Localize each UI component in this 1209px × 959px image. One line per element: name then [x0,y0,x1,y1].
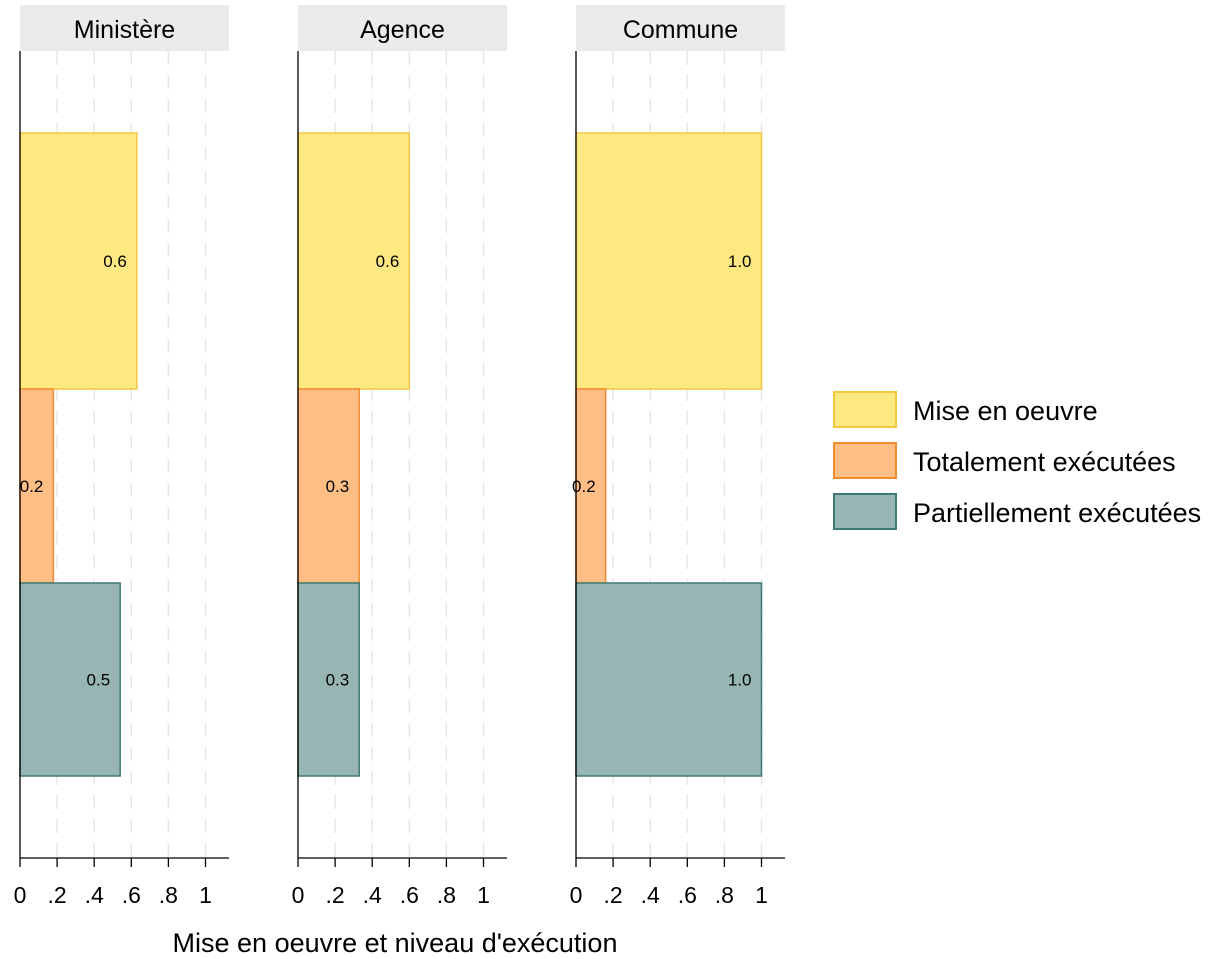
data-label-partiellement-executees-commune: 1.0 [728,671,752,690]
x-tick-label-agence-0: 0 [292,882,305,908]
legend-item-mise-en-oeuvre: Mise en oeuvre [833,391,1098,428]
legend-label-totalement-executees: Totalement exécutées [913,447,1176,477]
x-tick-label-ministere-2: .4 [85,882,104,908]
x-tick-label-commune-5: 1 [755,882,768,908]
data-label-mise-en-oeuvre-agence: 0.6 [376,252,400,271]
data-label-partiellement-executees-ministere: 0.5 [87,671,111,690]
x-tick-label-ministere-4: .8 [159,882,178,908]
legend-label-partiellement-executees: Partiellement exécutées [913,498,1201,528]
x-tick-label-commune-2: .4 [641,882,660,908]
x-tick-label-agence-2: .4 [363,882,382,908]
legend-item-partiellement-executees: Partiellement exécutées [833,493,1201,530]
x-axis-title: Mise en oeuvre et niveau d'exécution [173,928,618,958]
facet-title-ministere: Ministère [74,16,175,44]
legend-swatch-totalement-executees [833,442,897,479]
x-tick-label-commune-3: .6 [678,882,697,908]
data-label-mise-en-oeuvre-commune: 1.0 [728,252,752,271]
x-tick-label-agence-4: .8 [437,882,456,908]
data-label-totalement-executees-ministere: 0.2 [20,477,44,496]
x-tick-label-ministere-0: 0 [14,882,27,908]
x-tick-label-agence-3: .6 [400,882,419,908]
facet-panel-agence: Agence 0.6 0.3 0.3 0 .2 .4 .6 .8 1 [292,5,507,908]
bar-mise-en-oeuvre-agence [297,132,411,390]
legend-swatch-mise-en-oeuvre [833,391,897,428]
x-tick-label-commune-4: .8 [715,882,734,908]
data-label-totalement-executees-commune: 0.2 [572,477,596,496]
data-label-partiellement-executees-agence: 0.3 [326,671,350,690]
x-tick-label-commune-0: 0 [570,882,583,908]
x-tick-label-ministere-1: .2 [48,882,67,908]
facet-strip-agence [298,5,507,51]
bar-totalement-executees-commune [575,388,607,584]
bar-mise-en-oeuvre-ministere [19,132,138,390]
data-label-mise-en-oeuvre-ministere: 0.6 [103,252,127,271]
bar-totalement-executees-ministere [19,388,55,584]
x-tick-label-ministere-3: .6 [122,882,141,908]
x-tick-label-agence-1: .2 [326,882,345,908]
facet-title-agence: Agence [360,16,445,44]
facet-title-commune: Commune [623,16,738,44]
legend-item-totalement-executees: Totalement exécutées [833,442,1176,479]
facet-strip-commune [576,5,785,51]
x-tick-label-commune-1: .2 [604,882,623,908]
bar-mise-en-oeuvre-commune [575,132,763,390]
x-tick-label-ministere-5: 1 [199,882,212,908]
bar-partiellement-executees-agence [297,582,360,777]
bar-partiellement-executees-ministere [19,582,121,777]
bar-partiellement-executees-commune [575,582,763,777]
x-tick-label-agence-5: 1 [477,882,490,908]
data-label-totalement-executees-agence: 0.3 [326,477,350,496]
legend-swatch-partiellement-executees [833,493,897,530]
facet-strip-ministere [20,5,229,51]
legend-label-mise-en-oeuvre: Mise en oeuvre [913,396,1098,426]
legend: Mise en oeuvre Totalement exécutées Partie… [833,391,1201,530]
